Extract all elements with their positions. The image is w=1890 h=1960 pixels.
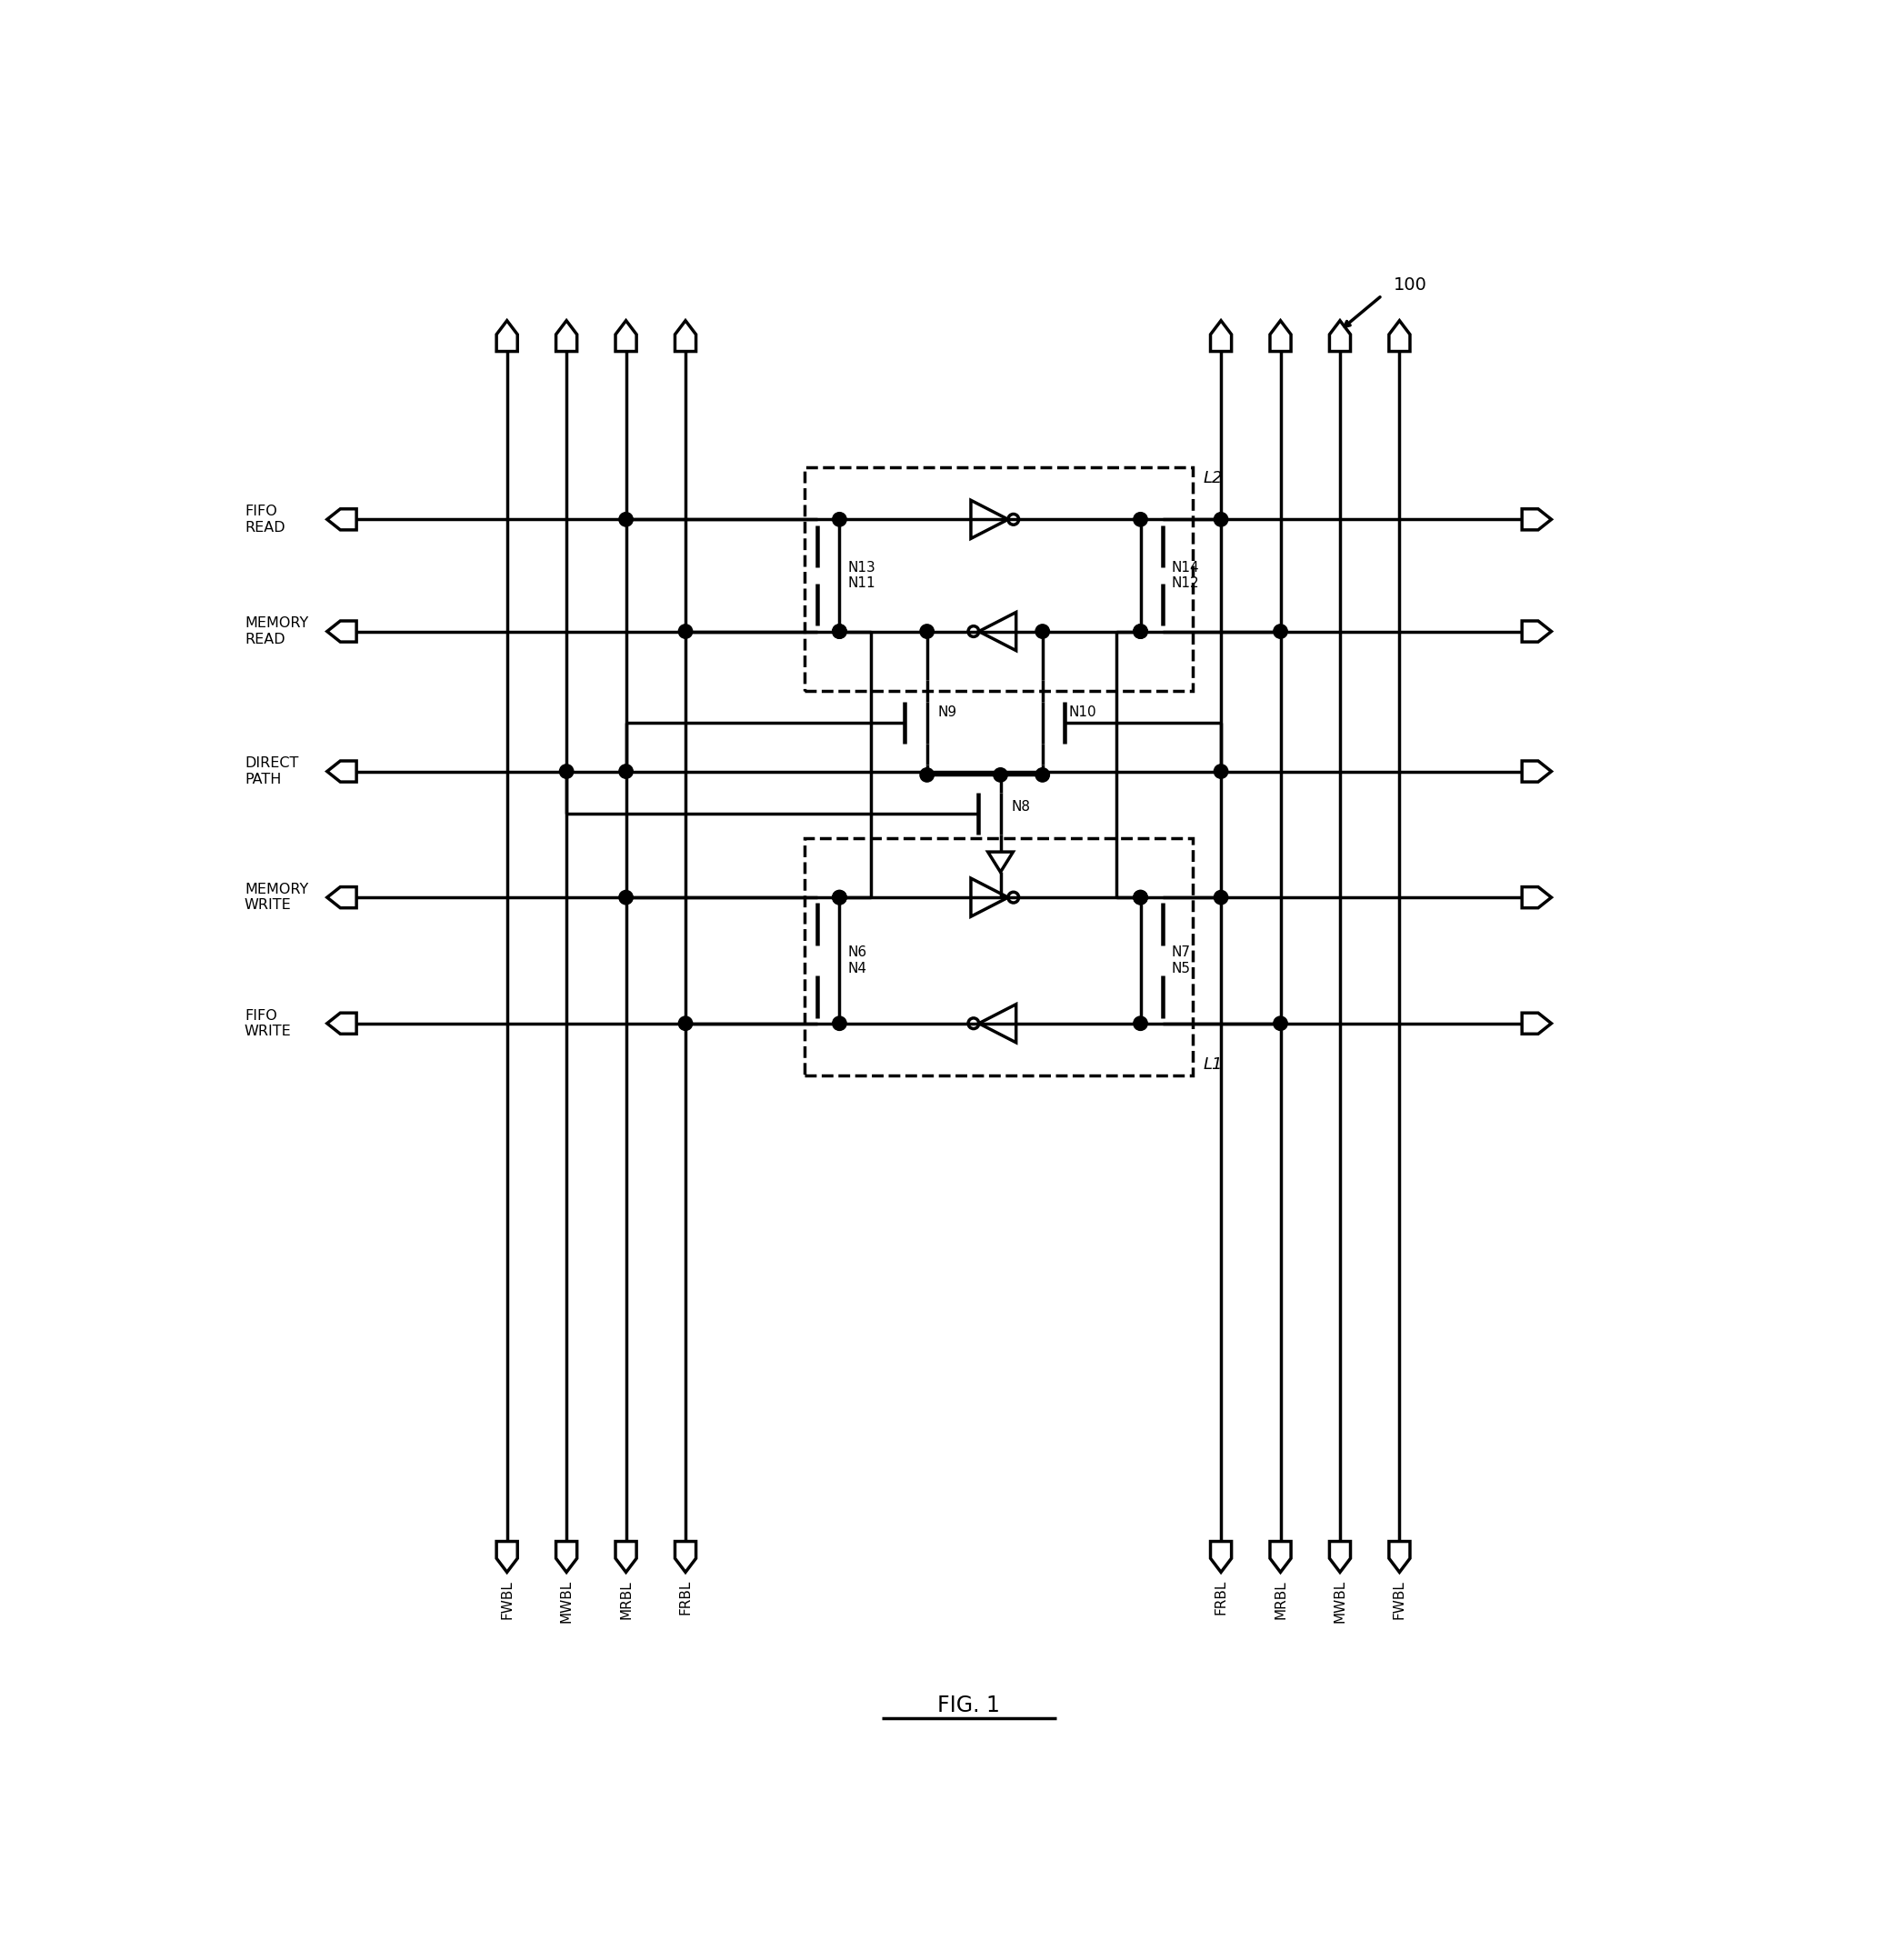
Circle shape <box>1274 625 1287 639</box>
Text: MWBL: MWBL <box>1332 1580 1348 1623</box>
Circle shape <box>679 625 692 639</box>
Bar <box>805 466 1193 690</box>
Text: MEMORY
READ: MEMORY READ <box>244 617 308 647</box>
Circle shape <box>832 625 847 639</box>
Text: MRBL: MRBL <box>1274 1580 1287 1619</box>
Text: MEMORY
WRITE: MEMORY WRITE <box>244 882 308 911</box>
Circle shape <box>620 512 633 527</box>
Text: FIG. 1: FIG. 1 <box>937 1695 1000 1717</box>
Text: N8: N8 <box>1011 800 1030 813</box>
Text: N9: N9 <box>937 706 956 719</box>
Circle shape <box>1134 512 1147 527</box>
Text: FWBL: FWBL <box>501 1580 514 1619</box>
Text: FRBL: FRBL <box>679 1580 692 1615</box>
Text: L2: L2 <box>1204 470 1223 486</box>
Text: 100: 100 <box>1393 276 1427 294</box>
Text: N13
N11: N13 N11 <box>849 561 875 590</box>
Text: MRBL: MRBL <box>620 1580 633 1619</box>
Text: FIFO
READ: FIFO READ <box>244 504 285 535</box>
Bar <box>805 839 1193 1076</box>
Text: DIRECT
PATH: DIRECT PATH <box>244 757 299 786</box>
Circle shape <box>1036 768 1049 782</box>
Text: N14
N12: N14 N12 <box>1172 561 1198 590</box>
Text: FIFO
WRITE: FIFO WRITE <box>244 1009 291 1039</box>
Circle shape <box>620 764 633 778</box>
Text: N10: N10 <box>1070 706 1096 719</box>
Circle shape <box>994 768 1007 782</box>
Circle shape <box>1134 625 1147 639</box>
Circle shape <box>832 890 847 904</box>
Circle shape <box>620 890 633 904</box>
Circle shape <box>832 890 847 904</box>
Circle shape <box>832 625 847 639</box>
Text: MWBL: MWBL <box>559 1580 573 1623</box>
Text: L1: L1 <box>1204 1056 1223 1072</box>
Circle shape <box>1213 512 1228 527</box>
Circle shape <box>1134 890 1147 904</box>
Circle shape <box>559 764 573 778</box>
Circle shape <box>1274 1017 1287 1031</box>
Circle shape <box>1134 890 1147 904</box>
Circle shape <box>1134 625 1147 639</box>
Circle shape <box>832 1017 847 1031</box>
Circle shape <box>1036 625 1049 639</box>
Text: N6
N4: N6 N4 <box>849 945 868 976</box>
Text: FWBL: FWBL <box>1393 1580 1406 1619</box>
Circle shape <box>679 1017 692 1031</box>
Circle shape <box>920 768 934 782</box>
Circle shape <box>1213 764 1228 778</box>
Circle shape <box>832 512 847 527</box>
Circle shape <box>1134 1017 1147 1031</box>
Circle shape <box>920 625 934 639</box>
Circle shape <box>1213 890 1228 904</box>
Text: N7
N5: N7 N5 <box>1172 945 1191 976</box>
Text: FRBL: FRBL <box>1213 1580 1228 1615</box>
